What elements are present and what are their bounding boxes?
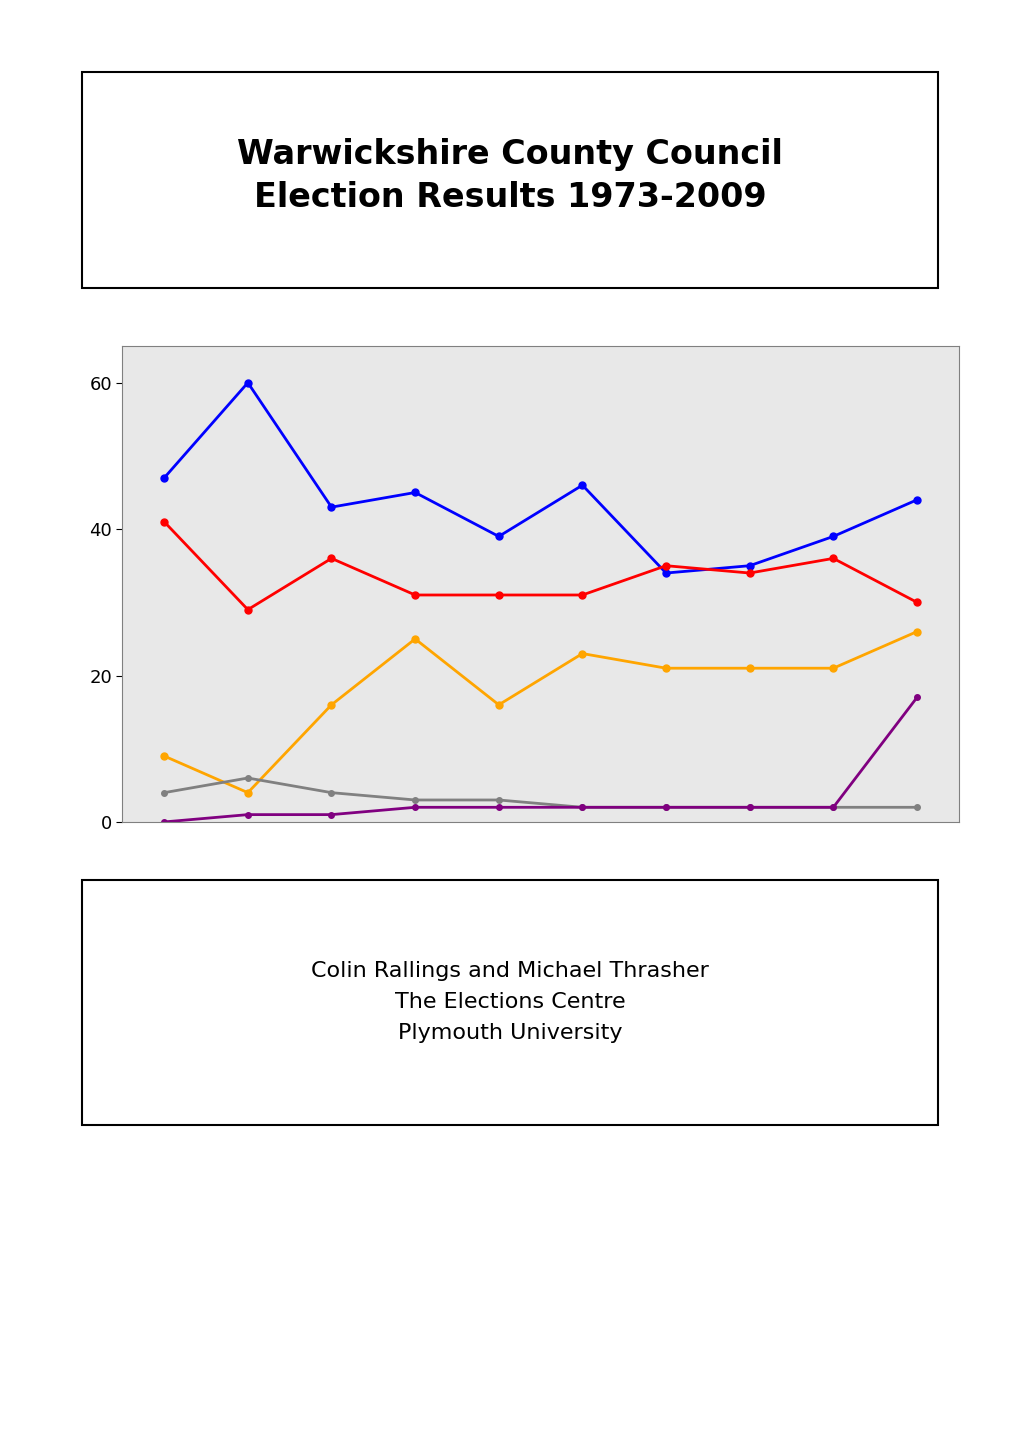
FancyBboxPatch shape [82,72,937,288]
Text: Warwickshire County Council
Election Results 1973-2009: Warwickshire County Council Election Res… [236,138,783,213]
Text: Colin Rallings and Michael Thrasher
The Elections Centre
Plymouth University: Colin Rallings and Michael Thrasher The … [311,960,708,1044]
FancyBboxPatch shape [82,880,937,1125]
